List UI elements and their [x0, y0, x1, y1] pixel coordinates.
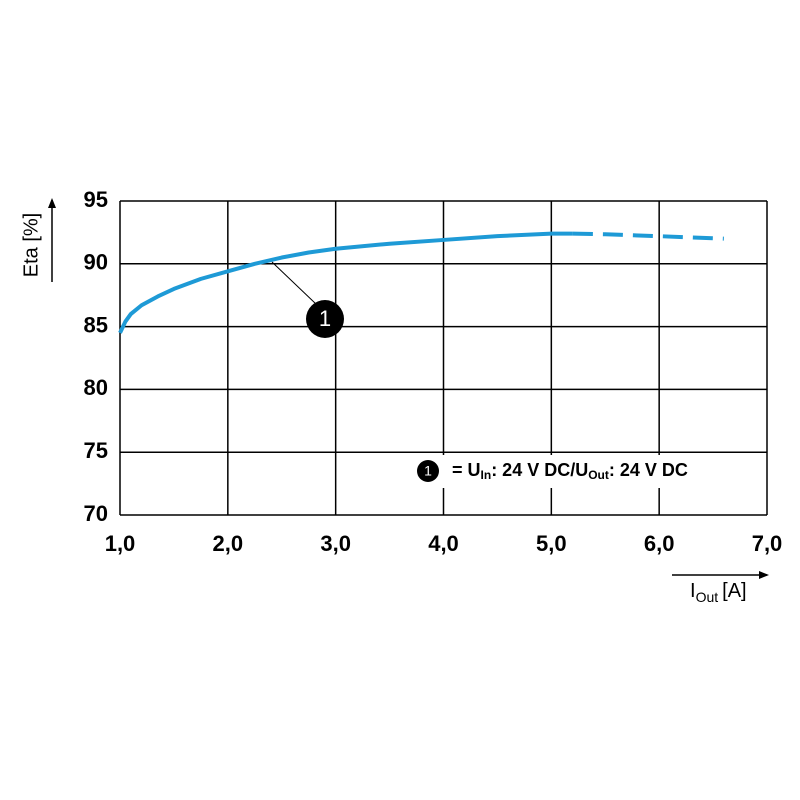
x-tick-label: 6,0	[644, 531, 675, 556]
x-tick-label: 4,0	[428, 531, 459, 556]
y-tick-label: 90	[84, 250, 108, 275]
x-label-main: I	[690, 580, 696, 602]
y-axis-label: Eta [%]	[20, 213, 42, 277]
y-tick-label: 70	[84, 501, 108, 526]
y-tick-label: 80	[84, 375, 108, 400]
y-tick-label: 85	[84, 312, 108, 337]
callout-circle	[306, 300, 344, 338]
x-label-sub: Out	[696, 589, 719, 605]
annotation-part: : 24 V DC	[609, 460, 688, 480]
data-line	[118, 231, 573, 334]
y-tick-label: 95	[84, 187, 108, 212]
x-label-unit: [A]	[722, 580, 746, 602]
annotation-marker-label: 1	[424, 463, 432, 479]
data-line	[572, 231, 724, 241]
callout-label: 1	[319, 306, 331, 331]
annotation-part: : 24 V DC/U	[491, 460, 588, 480]
x-tick-label: 3,0	[320, 531, 351, 556]
annotation-sub: In	[481, 468, 492, 482]
annotation-marker	[417, 460, 439, 482]
annotation-sub: Out	[588, 468, 609, 482]
y-tick-label: 75	[84, 438, 108, 463]
x-tick-label: 7,0	[752, 531, 783, 556]
annotation-part: = U	[452, 460, 481, 480]
x-axis-label: IOut [A]	[690, 580, 747, 604]
callout-leader	[271, 261, 317, 305]
x-tick-label: 2,0	[213, 531, 244, 556]
x-tick-label: 5,0	[536, 531, 567, 556]
annotation-box	[398, 455, 746, 488]
x-tick-label: 1,0	[105, 531, 136, 556]
annotation-text: = UIn: 24 V DC/UOut: 24 V DC	[452, 460, 688, 482]
